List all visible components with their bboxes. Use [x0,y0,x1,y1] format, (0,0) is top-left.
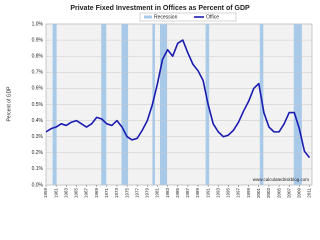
chart: Private Fixed Investment in Offices as P… [6,4,313,199]
legend-label: Office [206,14,219,20]
x-tick-label: 1969 [94,188,99,199]
y-tick-label: 1.0% [32,21,44,27]
x-tick-label: 1999 [246,188,251,199]
x-tick-label: 1993 [215,188,220,199]
source: www.calculatedriskblog.com [253,177,310,182]
x-tick-label: 1987 [185,188,190,199]
y-axis-label: Percent of GDP [6,86,12,122]
x-tick-label: 1997 [236,188,241,199]
legend-label: Recession [154,14,178,20]
y-tick-label: 0.5% [32,102,44,108]
chart-title: Private Fixed Investment in Offices as P… [70,5,250,12]
x-tick-label: 1961 [53,188,58,199]
x-tick-label: 1995 [226,188,231,199]
legend-box [139,12,237,22]
y-tick-label: 0.7% [32,70,44,76]
x-tick-label: 1967 [84,188,89,199]
y-tick-label: 0.6% [32,86,44,92]
x-tick-label: 2001 [256,188,261,199]
x-tick-label: 2003 [266,188,271,199]
data-line [45,39,311,159]
x-tick-label: 2007 [286,188,291,199]
x-tick-label: 1991 [205,188,210,199]
x-tick-label: 1963 [63,188,68,199]
x-tick-label: 1975 [124,188,129,199]
x-tick-label: 1977 [134,188,139,199]
y-tick-label: 0.2% [32,150,44,156]
x-tick-label: 1971 [104,188,109,199]
x-tick-label: 1959 [43,188,48,199]
y-tick-label: 0.3% [32,134,44,140]
x-tick-label: 1981 [155,188,160,199]
page: Private Fixed Investment in Offices as P… [6,4,313,199]
x-tick-label: 1973 [114,188,119,199]
y-tick-label: 0.8% [32,54,44,60]
x-tick-label: 1985 [175,188,180,199]
y-tick-label: 0.0% [32,182,44,188]
x-tick-label: 1979 [145,188,150,199]
x-tick-label: 2009 [297,188,302,199]
y-tick-label: 0.9% [32,37,44,43]
x-tick-label: 2005 [276,188,281,199]
x-tick-label: 1983 [165,188,170,199]
x-tick-label: 1965 [74,188,79,199]
x-tick-label: 2011 [307,188,312,198]
x-tick-label: 1989 [195,188,200,199]
legend-swatch [144,15,152,19]
y-tick-label: 0.4% [32,118,44,124]
y-tick-label: 0.1% [32,166,44,172]
